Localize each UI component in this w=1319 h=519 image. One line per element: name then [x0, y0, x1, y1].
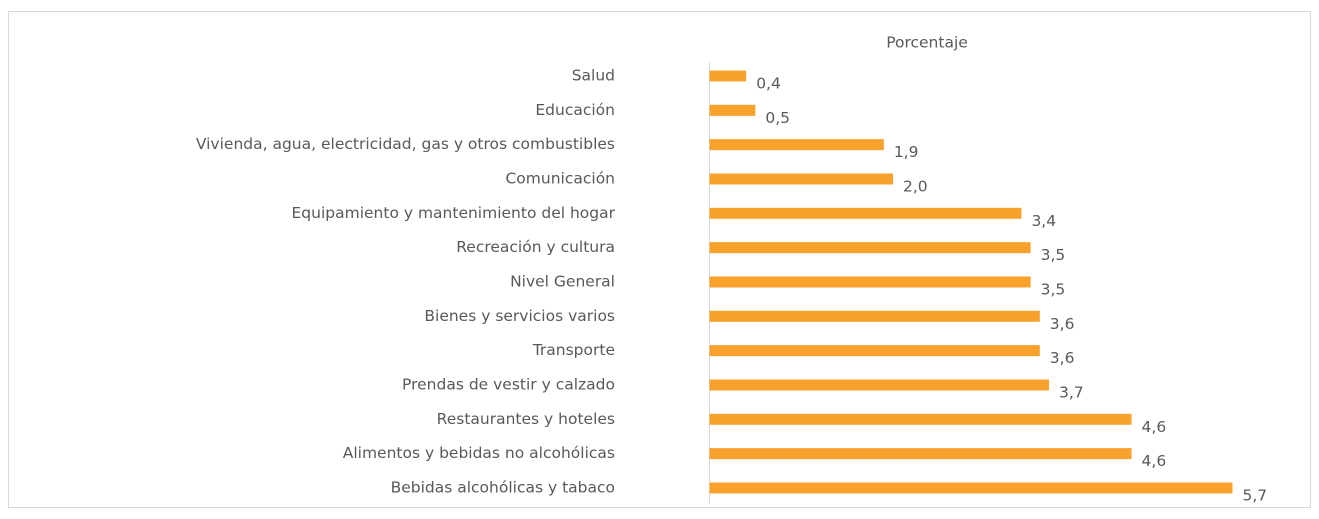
bar [709, 310, 1040, 322]
y-tick-label: Comunicación [505, 169, 615, 187]
y-tick-label: Prendas de vestir y calzado [402, 375, 615, 393]
data-label: 4,6 [1142, 452, 1167, 470]
y-tick-label: Nivel General [510, 272, 615, 290]
data-label: 3,5 [1041, 246, 1066, 264]
data-label: 2,0 [903, 177, 928, 195]
bar [709, 173, 893, 185]
y-tick-label: Equipamiento y mantenimiento del hogar [292, 204, 616, 222]
chart-title: Porcentaje [886, 34, 968, 52]
y-tick-label: Transporte [532, 341, 615, 359]
y-tick-label: Bebidas alcohólicas y tabaco [391, 478, 615, 496]
data-label: 3,4 [1031, 212, 1056, 230]
bar [709, 276, 1031, 288]
data-label: 3,7 [1059, 383, 1084, 401]
bar [709, 448, 1132, 460]
data-label: 3,6 [1050, 349, 1075, 367]
y-tick-label: Vivienda, agua, electricidad, gas y otro… [196, 135, 615, 153]
data-label: 3,6 [1050, 315, 1075, 333]
data-label: 5,7 [1242, 486, 1267, 504]
bar [709, 482, 1233, 494]
bar [709, 379, 1049, 391]
bar [709, 70, 747, 82]
data-label: 1,9 [894, 143, 919, 161]
y-tick-label: Alimentos y bebidas no alcohólicas [343, 444, 615, 462]
data-label: 0,4 [756, 75, 781, 93]
y-tick-label: Bienes y servicios varios [424, 307, 615, 325]
bar [709, 413, 1132, 425]
data-label: 3,5 [1041, 280, 1066, 298]
bar [709, 139, 884, 151]
y-tick-label: Educación [535, 101, 615, 119]
data-label: 4,6 [1142, 418, 1167, 436]
y-tick-label: Recreación y cultura [456, 238, 615, 256]
bar [709, 242, 1031, 254]
bar [709, 207, 1022, 219]
bar [709, 345, 1040, 357]
bar [709, 104, 756, 116]
y-tick-label: Restaurantes y hoteles [437, 410, 615, 428]
data-label: 0,5 [765, 109, 790, 127]
chart-frame [8, 11, 1311, 508]
y-tick-label: Salud [572, 67, 615, 85]
